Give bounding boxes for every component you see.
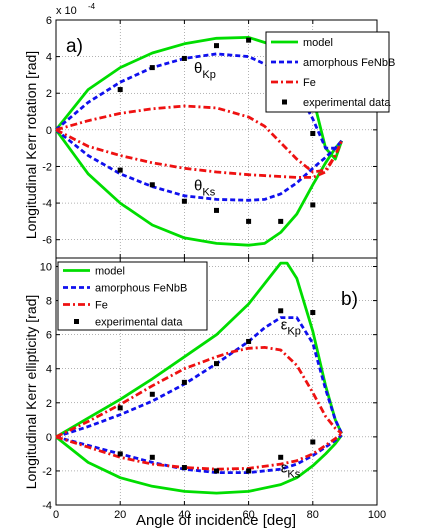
panel-a-ylabel: Longitudinal Kerr rotation [rad] — [23, 51, 39, 239]
experimental-data-point — [246, 468, 252, 474]
y-tick-label: 2 — [46, 398, 52, 410]
panel-1-plot: -6 -4 -2 0 2 4 6 θKp θKs model amorphous FeNbB Fe ex… — [42, 15, 395, 259]
y-tick-label: 10 — [40, 262, 52, 274]
experimental-data-point — [310, 439, 316, 445]
legend-marker — [74, 319, 79, 324]
series-line-model — [55, 434, 343, 495]
x-tick-label: 100 — [368, 509, 386, 521]
experimental-data-point — [117, 405, 123, 411]
experimental-data-point — [181, 198, 187, 204]
panel-a-exponent-power: -4 — [88, 2, 96, 11]
panel-a-exponent-label: x 10 — [56, 5, 77, 17]
y-tick-label: 4 — [46, 364, 52, 376]
x-tick-label: 20 — [114, 509, 126, 521]
legend-entry: experimental data — [95, 317, 183, 329]
experimental-data-point — [278, 308, 284, 314]
annotation: θKp — [194, 60, 216, 81]
legend-entry: Fe — [303, 77, 316, 89]
y-tick-label: -4 — [42, 500, 52, 512]
series-line-amorphous-fenbb — [55, 52, 343, 150]
experimental-data-point — [149, 454, 155, 460]
y-tick-label: 4 — [46, 52, 52, 64]
series-line-amorphous-fenbb — [55, 128, 343, 202]
panel-a-label: a) — [66, 36, 83, 57]
annotation: εKs — [281, 460, 301, 481]
experimental-data-point — [214, 361, 219, 367]
panel-b-label: b) — [341, 289, 358, 310]
x-tick-label: 40 — [178, 509, 190, 521]
experimental-data-point — [214, 468, 219, 474]
y-tick-label: -4 — [42, 198, 52, 210]
legend-box — [57, 261, 208, 331]
legend-entry: experimental data — [303, 97, 391, 109]
x-tick-label: 80 — [307, 509, 319, 521]
y-tick-label: 6 — [46, 330, 52, 342]
experimental-data-point — [246, 338, 252, 344]
experimental-data-point — [117, 87, 123, 93]
legend-box — [265, 31, 390, 113]
experimental-data-point — [149, 391, 155, 397]
y-tick-label: 0 — [46, 432, 52, 444]
experimental-data-point — [117, 167, 123, 173]
x-tick-label: 60 — [242, 509, 254, 521]
experimental-data-point — [246, 218, 252, 224]
x-tick-label: 0 — [53, 509, 59, 521]
y-tick-label: 2 — [46, 88, 52, 100]
legend-entry: Fe — [95, 300, 108, 312]
experimental-data-point — [278, 218, 284, 224]
series-line-fe — [55, 346, 343, 439]
experimental-data-point — [310, 310, 316, 316]
series-line-fe — [55, 128, 343, 179]
series-line-fe — [55, 432, 343, 471]
legend-entry: amorphous FeNbB — [95, 283, 187, 295]
annotation: θKs — [194, 177, 216, 198]
experimental-data-point — [214, 207, 219, 213]
series-line-amorphous-fenbb — [55, 316, 343, 439]
series-line-model — [55, 261, 343, 439]
y-tick-label: -6 — [42, 235, 52, 247]
series-line-fe — [55, 104, 343, 174]
legend-entry: model — [95, 266, 125, 278]
annotation: εKp — [281, 317, 301, 338]
legend-entry: model — [303, 37, 333, 49]
experimental-data-point — [310, 131, 316, 137]
experimental-data-point — [214, 43, 219, 49]
experimental-data-point — [278, 454, 284, 460]
experimental-data-point — [149, 182, 155, 188]
y-tick-label: -2 — [42, 466, 52, 478]
y-tick-label: 0 — [46, 125, 52, 137]
axes-frame — [55, 257, 378, 506]
y-tick-label: 6 — [46, 15, 52, 27]
experimental-data-point — [117, 451, 123, 457]
y-tick-label: 8 — [46, 296, 52, 308]
panel-b-ylabel: Longitudinal Kerr ellipticity [rad] — [23, 295, 39, 490]
experimental-data-point — [246, 37, 252, 43]
experimental-data-point — [149, 65, 155, 71]
y-tick-label: -2 — [42, 161, 52, 173]
legend-marker — [282, 99, 287, 105]
experimental-data-point — [310, 202, 316, 208]
experimental-data-point — [181, 55, 187, 61]
legend: model amorphous FeNbB Fe experimental data — [265, 31, 395, 113]
experimental-data-point — [181, 465, 187, 471]
plots-layer: -6 -4 -2 0 2 4 6 θKp θKs model amorphous FeNbB Fe ex… — [40, 15, 396, 521]
legend-entry: amorphous FeNbB — [303, 57, 395, 69]
experimental-data-point — [181, 379, 187, 385]
x-axis-label: Angle of incidence [deg] — [136, 512, 296, 529]
legend: model amorphous FeNbB Fe experimental data — [57, 261, 208, 331]
series-line-model — [54, 128, 343, 247]
